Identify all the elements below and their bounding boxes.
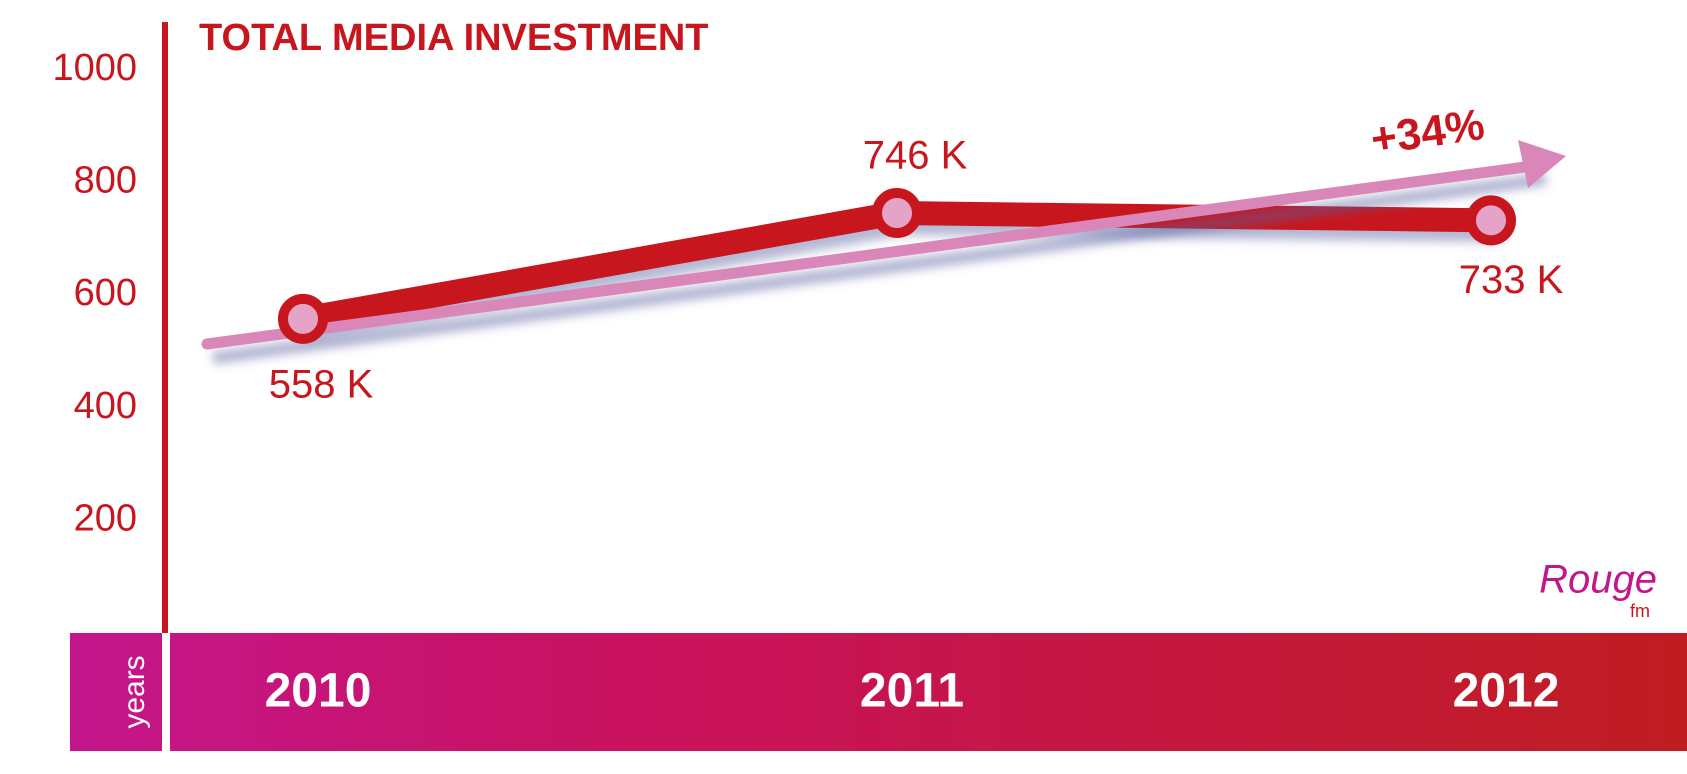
value-label: 733 K [1459,258,1564,302]
x-tick-label: 2011 [860,665,964,718]
trend-arrowhead [1518,140,1566,188]
trend-shadow [212,173,1547,364]
value-label: 558 K [269,362,374,406]
y-axis-line [162,22,168,633]
chart-title: TOTAL MEDIA INVESTMENT [199,17,709,59]
y-tick-label: 800 [74,160,137,202]
value-label: 746 K [863,134,968,178]
x-tick-label: 2012 [1453,665,1560,718]
logo-sub: fm [1630,601,1650,621]
y-tick-label: 400 [74,385,137,427]
y-tick-label: 200 [74,497,137,539]
y-tick-label: 600 [74,272,137,314]
logo: Rouge [1539,558,1657,602]
trend-arrow [201,159,1546,350]
point [872,188,922,239]
band-divider [162,633,170,751]
x-axis-band [70,633,1687,751]
point [278,293,328,344]
x-axis-label: years [118,655,151,728]
x-tick-label: 2010 [265,665,372,718]
y-tick-label: 1000 [52,47,137,89]
point [1466,195,1516,246]
annotation: +34% [1368,100,1487,164]
